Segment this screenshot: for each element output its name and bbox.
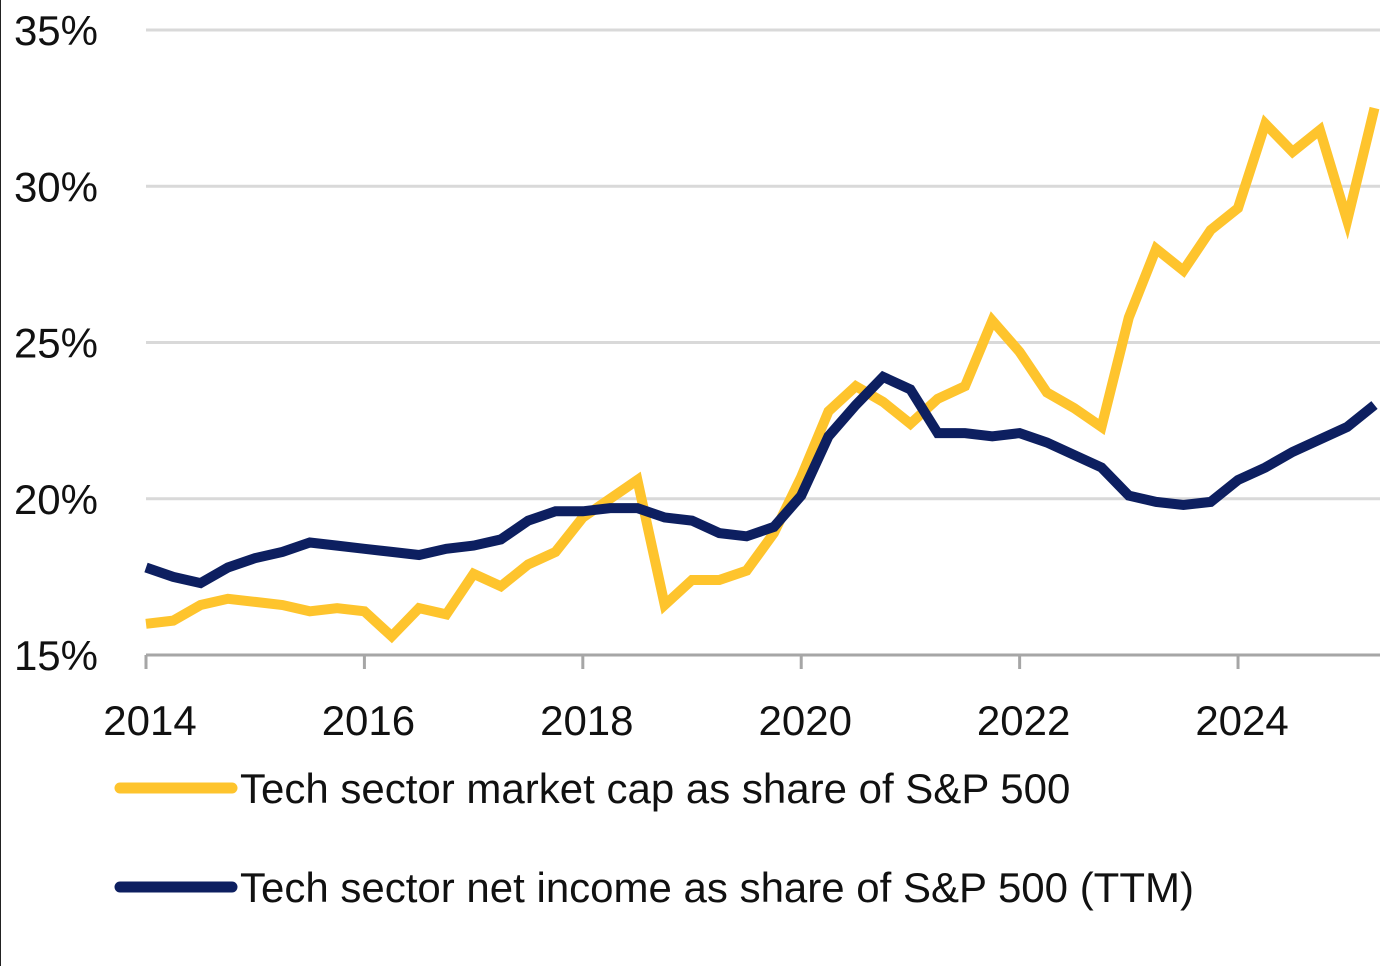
series-lines xyxy=(144,106,1380,644)
x-tick-label: 2018 xyxy=(540,697,633,744)
x-axis xyxy=(144,653,1380,669)
series-line-1 xyxy=(144,370,1378,589)
x-tick-label: 2014 xyxy=(103,697,196,744)
y-tick-label: 30% xyxy=(14,163,98,210)
x-tick-label: 2022 xyxy=(977,697,1070,744)
gridlines xyxy=(146,28,1380,501)
legend-label: Tech sector market cap as share of S&P 5… xyxy=(240,765,1070,812)
tick-labels: 15% 20% 25% 30% 35% 2014 2016 2018 2020 2022 2024 xyxy=(14,7,1289,744)
y-tick-label: 35% xyxy=(14,7,98,54)
y-tick-label: 20% xyxy=(14,476,98,523)
x-tick-label: 2020 xyxy=(759,697,852,744)
x-tick-label: 2016 xyxy=(322,697,415,744)
x-tick-label: 2024 xyxy=(1195,697,1288,744)
legend-label: Tech sector net income as share of S&P 5… xyxy=(240,864,1194,911)
legend: Tech sector market cap as share of S&P 5… xyxy=(114,765,1194,911)
y-tick-label: 25% xyxy=(14,320,98,367)
y-tick-label: 15% xyxy=(14,632,98,679)
series-line-0 xyxy=(145,106,1380,644)
